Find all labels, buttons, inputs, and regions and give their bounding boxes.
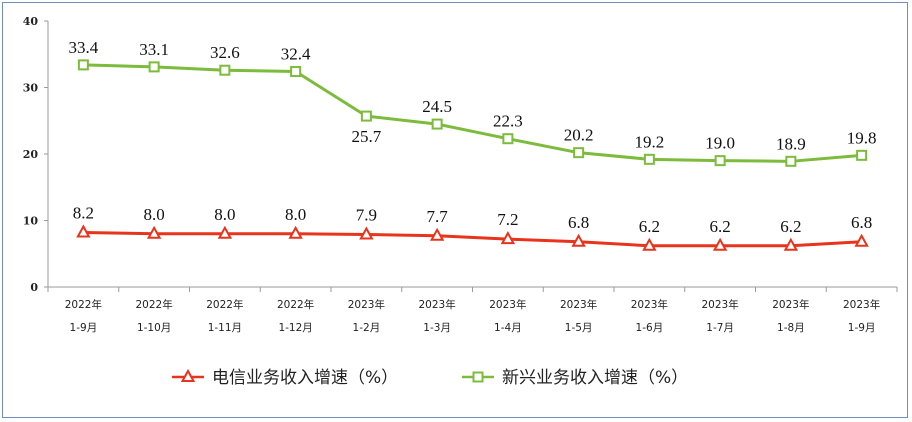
data-point: [571, 233, 586, 247]
legend-marker: [472, 371, 484, 383]
y-tick-label: 0: [30, 281, 38, 294]
data-label: 6.2: [639, 217, 660, 236]
series-1: 8.2 8.0 8.0 8.0 7.9 7.7 7.2 6.8 6.2 6.2 6.2 6.8: [73, 203, 872, 251]
data-point: [500, 231, 516, 245]
legend-marker: [180, 368, 196, 382]
data-point: [643, 153, 655, 165]
data-label: 32.6: [210, 43, 240, 62]
x-tick-label: 1-11月: [208, 322, 242, 334]
data-label: 6.8: [851, 213, 872, 232]
x-tick-label: 2023年: [419, 298, 456, 311]
data-point: [502, 133, 514, 145]
data-label: 33.1: [139, 40, 169, 59]
x-tick-label: 1-9月: [70, 322, 98, 334]
x-tick-label: 2022年: [136, 298, 173, 311]
x-tick-label: 1-6月: [636, 322, 664, 334]
data-label: 33.4: [69, 38, 99, 57]
legend: 电信业务收入增速（%） 新兴业务收入增速（%）: [172, 368, 688, 388]
x-tick-label: 2023年: [489, 298, 526, 311]
y-tick-label: 30: [23, 82, 39, 95]
data-label: 8.2: [73, 203, 94, 222]
series-line: [83, 63, 862, 163]
y-tick-label: 10: [23, 215, 39, 228]
data-point: [429, 227, 445, 241]
data-label: 8.0: [144, 205, 165, 224]
data-point: [714, 155, 726, 167]
data-point: [359, 226, 374, 240]
legend-label: 新兴业务收入增速（%）: [502, 368, 688, 388]
data-label: 6.8: [568, 213, 589, 232]
x-tick-label: 1-7月: [706, 322, 734, 334]
data-point: [148, 61, 160, 73]
data-label: 18.9: [776, 134, 806, 153]
series-2: 33.4 33.1 32.6 32.4 25.7 24.5 22.3 20.2 19.2 19.0…: [69, 38, 877, 167]
y-tick-label: 40: [23, 15, 39, 28]
x-tick-label: 2023年: [702, 298, 739, 311]
data-point: [290, 66, 302, 78]
data-point: [146, 225, 162, 239]
y-tick-label: 20: [23, 148, 39, 161]
data-label: 25.7: [352, 127, 382, 146]
data-point: [219, 64, 231, 76]
x-tick-label: 1-12月: [278, 322, 312, 334]
data-label: 7.7: [427, 207, 449, 226]
data-point: [360, 110, 372, 122]
data-label: 8.0: [285, 205, 306, 224]
x-tick-label: 2023年: [348, 298, 385, 311]
x-tick-label: 2022年: [206, 298, 243, 311]
data-label: 19.8: [847, 128, 877, 147]
data-point: [712, 237, 728, 251]
data-point: [77, 59, 89, 71]
data-label: 19.0: [705, 134, 735, 153]
x-tick-label: 2023年: [631, 298, 668, 311]
data-label: 8.0: [214, 205, 235, 224]
x-tick-label: 1-8月: [777, 322, 805, 334]
x-tick-label: 2023年: [560, 298, 597, 311]
data-label: 7.2: [497, 210, 518, 229]
data-label: 6.2: [710, 217, 731, 236]
data-point: [431, 118, 443, 130]
x-tick-label: 1-9月: [848, 322, 876, 334]
data-label: 19.2: [635, 132, 665, 151]
data-point: [642, 237, 657, 251]
x-tick-label: 2023年: [772, 298, 809, 311]
data-label: 22.3: [493, 112, 523, 131]
data-point: [573, 147, 585, 159]
x-tick-label: 1-2月: [353, 322, 381, 334]
data-label: 20.2: [564, 126, 594, 145]
data-point: [785, 155, 797, 167]
data-label: 24.5: [422, 97, 452, 116]
legend-label: 电信业务收入增速（%）: [212, 368, 398, 388]
data-point: [76, 224, 91, 238]
data-point: [854, 233, 869, 247]
data-point: [856, 149, 868, 161]
x-tick-label: 1-3月: [423, 322, 451, 334]
data-label: 6.2: [780, 217, 801, 236]
x-tick-label: 1-5月: [565, 322, 593, 334]
data-label: 7.9: [356, 205, 377, 224]
series-line: [83, 230, 862, 248]
x-tick-label: 2022年: [65, 298, 102, 311]
x-tick-label: 2022年: [277, 298, 314, 311]
data-point: [783, 237, 799, 251]
x-tick-label: 1-4月: [494, 322, 522, 334]
x-tick-label: 1-10月: [137, 322, 171, 334]
data-point: [217, 225, 233, 239]
x-tick-label: 2023年: [843, 298, 880, 311]
data-label: 32.4: [281, 45, 311, 64]
data-point: [288, 225, 303, 239]
